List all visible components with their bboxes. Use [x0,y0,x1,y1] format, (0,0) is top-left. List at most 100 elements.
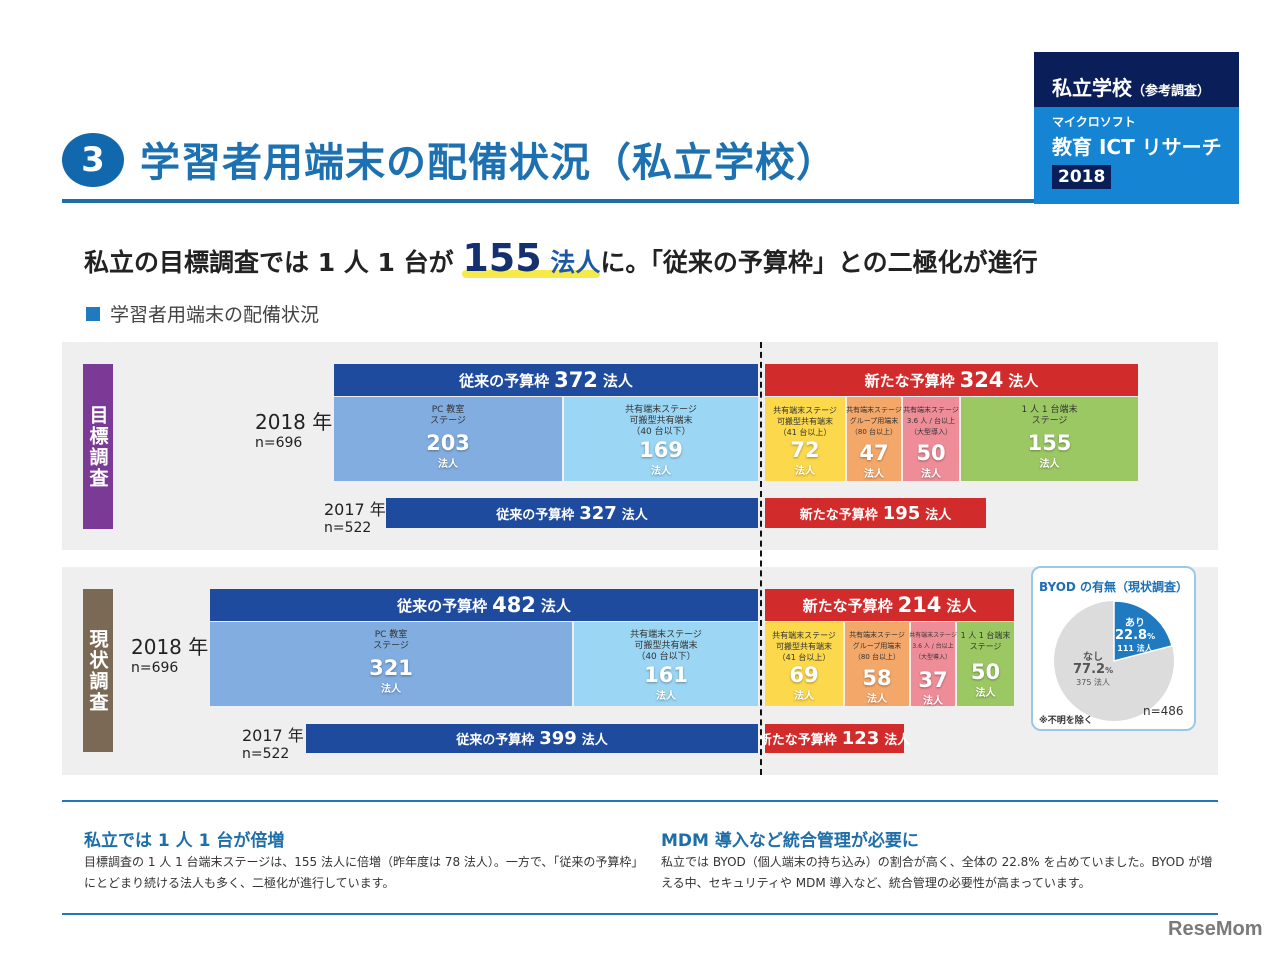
bar-unit: 法人 [602,371,633,390]
segment-label: 1 人 1 台端末 [1021,405,1078,415]
budget-divider-line [760,342,762,775]
current-2018-label: 2018 年 n=696 [131,631,208,676]
current-2018-traditional-header: 従来の予算枠 482 法人 [210,589,758,621]
page-title: 学習者用端末の配備状況（私立学校） [140,140,837,186]
section-label: 学習者用端末の配備状況 [86,300,319,327]
bar-unit: 法人 [621,507,648,523]
sample-size: n=696 [255,435,303,451]
headline-highlight: 155 法人 [462,236,601,280]
survey-badge: 私立学校（参考調査） マイクロソフト 教育 ICT リサーチ 2018 [1034,52,1239,204]
segment-label: （80 台以上） [850,428,898,436]
bar-unit: 法人 [540,596,571,615]
current-survey-panel: 現状調査 2018 年 n=696 従来の予算枠 482 法人 新たな予算枠 214 法… [62,567,1218,775]
segment-label: 共有端末ステージ [846,406,902,414]
segment-portable-40: 共有端末ステージ 可搬型共有端末 （40 台以下） 169 法人 [564,397,758,481]
bar-label: 従来の予算枠 [456,733,535,748]
segment-label: 共有端末ステージ [773,406,837,415]
target-2017-new-bar: 新たな予算枠 195 法人 [765,498,986,528]
segment-label: 可搬型共有端末 [629,416,693,426]
sample-size: n=522 [242,746,290,762]
bar-unit: 法人 [946,596,977,615]
segment-unit: 法人 [794,691,814,702]
pie-yes-count: 111 法人 [1117,644,1153,653]
segment-value: 161 [644,663,688,687]
current-2017-label: 2017 年 n=522 [242,722,304,762]
right-commentary-body: 私立では BYOD（個人端末の持ち込み）の割合が高く、全体の 22.8% を占め… [661,855,1213,890]
segment-group-80: 共有端末ステージ グループ用端末 （80 台以上） 58 法人 [845,622,909,706]
segment-label: ステージ [430,416,466,426]
segment-label: 可搬型共有端末 [634,641,698,651]
pie-title: BYOD の有無（現状調査） [1038,580,1189,594]
bar-label: 新たな予算枠 [758,733,837,748]
segment-label: 可搬型共有端末 [777,417,833,426]
year-label: 2018 年 [255,410,333,434]
current-survey-tag: 現状調査 [83,589,113,752]
segment-label: 共有端末ステージ [849,631,905,639]
headline-suffix: に。「従来の予算枠」との二極化が進行 [600,248,1038,277]
segment-label: 3.6 人 / 台以上 [912,643,954,650]
current-2017-traditional-bar: 従来の予算枠 399 法人 [306,724,758,753]
sample-size: n=696 [131,660,179,676]
segment-label: （40 台以下） [636,652,696,662]
target-2017-traditional-bar: 従来の予算枠 327 法人 [386,498,758,528]
segment-unit: 法人 [795,466,815,477]
pie-yes-pct: 22.8 [1115,628,1148,643]
segment-unit: 法人 [656,691,676,702]
segment-value: 50 [970,660,1001,684]
section-label-text: 学習者用端末の配備状況 [110,304,320,326]
badge-sub: マイクロソフト [1052,115,1136,129]
segment-label: 共有端末ステージ [909,632,957,639]
pie-yes-label: あり [1125,618,1146,629]
bar-value: 195 [882,502,921,524]
segment-label: PC 教室 [431,405,465,415]
segment-value: 155 [1027,431,1072,455]
bar-value: 123 [841,728,880,749]
segment-value: 58 [862,666,892,690]
bar-unit: 法人 [1008,371,1039,390]
segment-unit: 法人 [975,688,996,699]
segment-label: 3.6 人 / 台以上 [906,417,956,425]
segment-label: （40 台以下） [631,427,691,437]
badge-top-main: 私立学校 [1052,76,1132,100]
title-divider [62,199,1034,203]
pie-label-yes: あり 22.8% 111 法人 [1115,614,1155,654]
target-2018-traditional-header: 従来の予算枠 372 法人 [334,364,758,396]
left-commentary-body: 目標調査の 1 人 1 台端末ステージは、155 法人に倍増（昨年度は 78 法… [84,855,644,890]
segment-pc-room: PC 教室 ステージ 321 法人 [210,622,572,706]
bar-unit: 法人 [581,733,608,748]
segment-value: 69 [789,663,819,687]
segment-label: 共有端末ステージ [903,406,959,414]
resemom-logo: ReseMom [1168,918,1263,940]
segment-unit: 法人 [381,684,401,695]
segment-label: （41 台以上） [777,653,831,662]
pie-yes-pct-sign: % [1147,632,1156,641]
target-survey-panel: 目標調査 2018 年 n=696 従来の予算枠 372 法人 新たな予算枠 324 法… [62,342,1218,550]
bar-unit: 法人 [925,507,952,523]
segment-label: （大型導入） [914,654,951,661]
segment-value: 203 [426,431,470,455]
badge-top: 私立学校（参考調査） [1034,52,1239,107]
bar-label: 新たな予算枠 [799,507,878,523]
segment-label: 1 人 1 台端末 [960,631,1011,640]
bar-label: 新たな予算枠 [864,371,955,390]
bar-unit: 法人 [884,733,911,748]
segment-portable-41: 共有端末ステージ 可搬型共有端末 （41 台以上） 72 法人 [765,397,845,481]
badge-main: 教育 ICT リサーチ [1052,135,1222,159]
segment-value: 321 [369,656,413,680]
segment-unit: 法人 [864,469,884,480]
segment-value: 169 [639,438,683,462]
segment-unit: 法人 [1039,459,1060,470]
pie-no-count: 375 法人 [1076,678,1110,687]
headline-unit: 法人 [550,248,601,277]
bar-value: 482 [492,593,536,617]
bar-value: 324 [959,368,1004,392]
segment-label: グループ用端末 [852,642,902,650]
pie-no-pct: 77.2 [1073,662,1106,677]
section-number-badge: 3 [62,133,124,187]
target-survey-tag: 目標調査 [83,364,113,529]
segment-label: ステージ [1031,416,1068,426]
segment-unit: 法人 [651,466,671,477]
segment-label: PC 教室 [374,630,408,640]
byod-pie-chart [1054,600,1174,721]
target-2017-label: 2017 年 n=522 [324,496,386,536]
